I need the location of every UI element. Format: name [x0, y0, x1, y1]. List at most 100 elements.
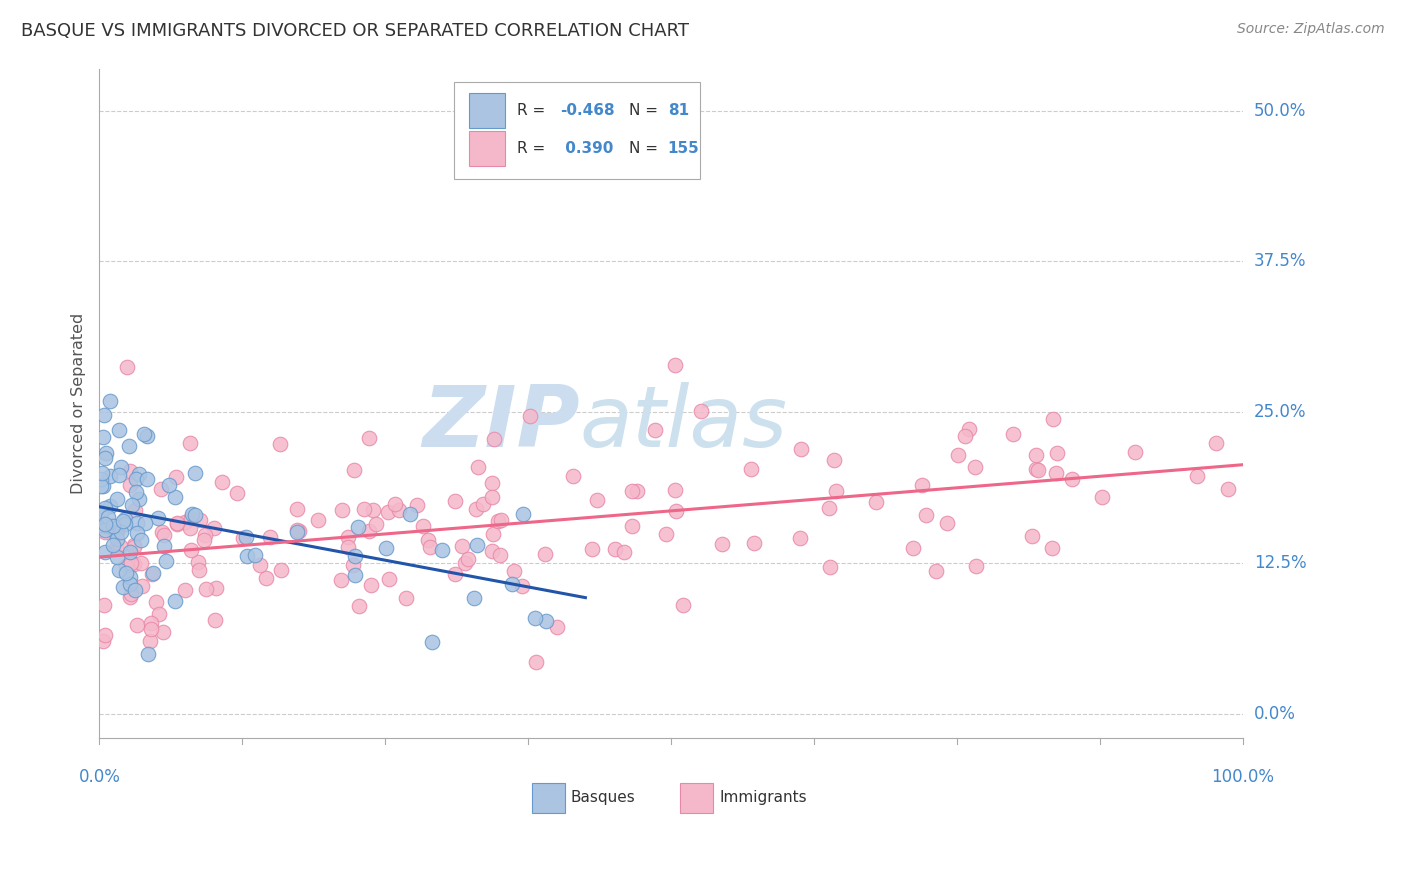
Point — [481, 527, 503, 541]
Point — [100, 520, 122, 534]
FancyBboxPatch shape — [531, 783, 565, 813]
Point — [256, 571, 278, 585]
Point — [378, 573, 401, 587]
Point — [501, 577, 523, 591]
Text: atlas: atlas — [579, 382, 787, 465]
Point — [664, 359, 686, 373]
Point — [179, 521, 201, 535]
Point — [107, 491, 129, 506]
Point — [131, 556, 153, 570]
Point — [1062, 471, 1084, 485]
Point — [1091, 490, 1114, 504]
Text: 0.0%: 0.0% — [79, 768, 121, 786]
Point — [914, 508, 936, 522]
Point — [105, 549, 128, 564]
FancyBboxPatch shape — [454, 82, 700, 179]
Point — [1021, 529, 1043, 543]
Point — [148, 607, 170, 621]
Point — [357, 524, 380, 539]
Text: BASQUE VS IMMIGRANTS DIVORCED OR SEPARATED CORRELATION CHART: BASQUE VS IMMIGRANTS DIVORCED OR SEPARAT… — [21, 22, 689, 40]
Point — [94, 446, 117, 460]
Point — [546, 620, 568, 634]
Text: N =: N = — [628, 141, 662, 156]
Point — [139, 634, 162, 648]
Text: -0.468: -0.468 — [560, 103, 614, 118]
Text: 100.0%: 100.0% — [1212, 768, 1274, 786]
Text: 12.5%: 12.5% — [1254, 554, 1306, 572]
Point — [194, 528, 217, 542]
Point — [184, 508, 207, 522]
Point — [613, 545, 636, 559]
Point — [1042, 412, 1064, 426]
Point — [97, 510, 120, 524]
Point — [118, 439, 141, 453]
Point — [115, 558, 138, 573]
Point — [581, 541, 603, 556]
Point — [93, 408, 115, 422]
Point — [118, 576, 141, 591]
Point — [94, 501, 117, 516]
Point — [112, 514, 135, 528]
Point — [336, 530, 359, 544]
Point — [1040, 541, 1063, 555]
Text: 0.390: 0.390 — [560, 141, 613, 156]
Point — [395, 591, 418, 605]
Point — [153, 528, 176, 542]
Point — [481, 544, 503, 558]
Point — [204, 581, 226, 595]
Point — [269, 437, 291, 451]
Point — [672, 598, 695, 612]
Point — [98, 393, 121, 408]
Point — [195, 582, 218, 597]
Point — [120, 587, 142, 601]
Point — [534, 547, 557, 561]
Point — [626, 484, 648, 499]
Point — [141, 615, 163, 630]
Point — [134, 516, 156, 531]
Point — [166, 517, 188, 532]
Point — [1002, 426, 1025, 441]
Point — [94, 628, 117, 642]
Point — [453, 556, 475, 570]
Point — [818, 500, 841, 515]
Point — [124, 558, 146, 572]
Point — [236, 549, 259, 563]
Text: ZIP: ZIP — [422, 382, 579, 465]
Point — [451, 539, 474, 553]
Point — [118, 464, 141, 478]
Point — [184, 467, 207, 481]
Point — [180, 510, 202, 524]
Point — [128, 467, 150, 482]
Point — [482, 432, 505, 446]
Y-axis label: Divorced or Separated: Divorced or Separated — [72, 312, 86, 493]
Point — [235, 530, 257, 544]
Point — [486, 515, 509, 529]
Point — [823, 453, 845, 467]
Point — [464, 502, 486, 516]
Point — [364, 516, 387, 531]
Point — [118, 570, 141, 584]
Point — [134, 427, 156, 442]
Point — [101, 519, 124, 533]
Point — [150, 482, 173, 496]
Point — [105, 524, 128, 538]
Point — [141, 567, 163, 582]
Point — [125, 516, 148, 530]
Point — [104, 541, 127, 556]
Point — [124, 485, 146, 500]
Point — [91, 634, 114, 648]
Point — [112, 580, 135, 594]
Point — [204, 613, 226, 627]
Text: 25.0%: 25.0% — [1254, 403, 1306, 421]
Point — [489, 513, 512, 527]
Point — [585, 492, 607, 507]
Point — [226, 486, 249, 500]
Text: 37.5%: 37.5% — [1254, 252, 1306, 270]
Point — [457, 552, 479, 566]
Point — [141, 622, 163, 636]
Text: R =: R = — [517, 141, 550, 156]
Text: R =: R = — [517, 103, 550, 118]
Point — [145, 595, 167, 609]
Point — [163, 490, 186, 504]
Point — [125, 618, 148, 632]
